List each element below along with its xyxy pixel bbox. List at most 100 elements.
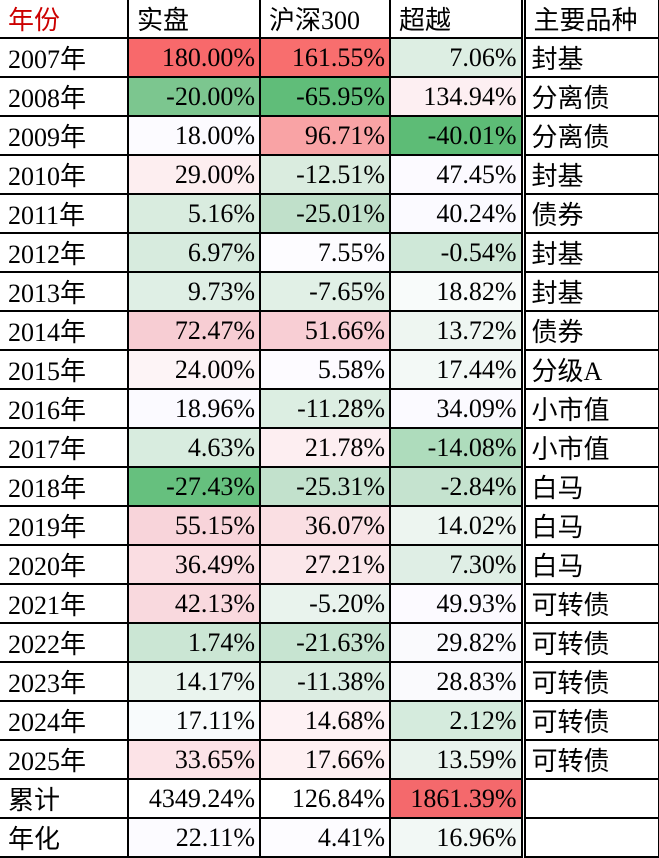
cell-variety[interactable]: 可转债 [520, 739, 659, 780]
cell-excess[interactable]: -2.84% [389, 466, 524, 507]
cell-hs300[interactable]: 7.55% [259, 232, 391, 273]
cell-variety[interactable]: 小市值 [520, 427, 659, 468]
cell-excess[interactable]: 14.02% [389, 505, 524, 546]
cell-excess[interactable]: 13.72% [389, 310, 524, 351]
cell-excess[interactable]: 1861.39% [389, 778, 524, 819]
cell-hs300[interactable]: -25.01% [259, 193, 391, 234]
cell-variety[interactable]: 可转债 [520, 622, 659, 663]
cell-year[interactable]: 2013年 [0, 271, 129, 312]
cell-excess[interactable]: 28.83% [389, 661, 524, 702]
cell-year[interactable]: 2024年 [0, 700, 129, 741]
cell-hs300[interactable]: -5.20% [259, 583, 391, 624]
cell-actual[interactable]: 29.00% [127, 154, 261, 195]
cell-variety[interactable]: 白马 [520, 505, 659, 546]
cell-year[interactable]: 2007年 [0, 37, 129, 78]
cell-actual[interactable]: 4.63% [127, 427, 261, 468]
cell-hs300[interactable]: 96.71% [259, 115, 391, 156]
cell-hs300[interactable]: -25.31% [259, 466, 391, 507]
cell-excess[interactable]: 18.82% [389, 271, 524, 312]
col-header-excess[interactable]: 超越 [389, 0, 524, 39]
cell-excess[interactable]: -0.54% [389, 232, 524, 273]
cell-actual[interactable]: 36.49% [127, 544, 261, 585]
cell-hs300[interactable]: 14.68% [259, 700, 391, 741]
cell-variety[interactable]: 分离债 [520, 115, 659, 156]
cell-excess[interactable]: 134.94% [389, 76, 524, 117]
cell-variety[interactable]: 白马 [520, 466, 659, 507]
cell-variety[interactable]: 债券 [520, 310, 659, 351]
cell-variety[interactable]: 债券 [520, 193, 659, 234]
cell-variety[interactable] [520, 778, 659, 819]
cell-actual[interactable]: 6.97% [127, 232, 261, 273]
cell-hs300[interactable]: -11.38% [259, 661, 391, 702]
cell-variety[interactable]: 小市值 [520, 388, 659, 429]
cell-year[interactable]: 2015年 [0, 349, 129, 390]
cell-hs300[interactable]: 17.66% [259, 739, 391, 780]
cell-excess[interactable]: 34.09% [389, 388, 524, 429]
cell-hs300[interactable]: 21.78% [259, 427, 391, 468]
cell-year[interactable]: 2010年 [0, 154, 129, 195]
cell-year[interactable]: 2009年 [0, 115, 129, 156]
cell-excess[interactable]: -14.08% [389, 427, 524, 468]
cell-actual[interactable]: 33.65% [127, 739, 261, 780]
cell-year[interactable]: 2020年 [0, 544, 129, 585]
cell-actual[interactable]: 1.74% [127, 622, 261, 663]
cell-year[interactable]: 2019年 [0, 505, 129, 546]
cell-variety[interactable] [520, 817, 659, 858]
cell-excess[interactable]: 13.59% [389, 739, 524, 780]
cell-hs300[interactable]: -21.63% [259, 622, 391, 663]
cell-year[interactable]: 2021年 [0, 583, 129, 624]
cell-year[interactable]: 2011年 [0, 193, 129, 234]
cell-hs300[interactable]: 51.66% [259, 310, 391, 351]
cell-actual[interactable]: 17.11% [127, 700, 261, 741]
cell-hs300[interactable]: 4.41% [259, 817, 391, 858]
cell-actual[interactable]: 9.73% [127, 271, 261, 312]
cell-hs300[interactable]: -12.51% [259, 154, 391, 195]
cell-actual[interactable]: 5.16% [127, 193, 261, 234]
cell-year[interactable]: 2008年 [0, 76, 129, 117]
cell-year[interactable]: 2025年 [0, 739, 129, 780]
cell-excess[interactable]: 17.44% [389, 349, 524, 390]
cell-actual[interactable]: 55.15% [127, 505, 261, 546]
cell-hs300[interactable]: -11.28% [259, 388, 391, 429]
cell-year[interactable]: 2016年 [0, 388, 129, 429]
cell-year[interactable]: 2014年 [0, 310, 129, 351]
cell-hs300[interactable]: -7.65% [259, 271, 391, 312]
cell-variety[interactable]: 封基 [520, 232, 659, 273]
cell-hs300[interactable]: 36.07% [259, 505, 391, 546]
cell-actual[interactable]: 14.17% [127, 661, 261, 702]
cell-actual[interactable]: 4349.24% [127, 778, 261, 819]
cell-actual[interactable]: -27.43% [127, 466, 261, 507]
cell-variety[interactable]: 可转债 [520, 661, 659, 702]
cell-excess[interactable]: -40.01% [389, 115, 524, 156]
cell-year[interactable]: 2023年 [0, 661, 129, 702]
cell-year[interactable]: 累计 [0, 778, 129, 819]
cell-variety[interactable]: 分级A [520, 349, 659, 390]
cell-year[interactable]: 2022年 [0, 622, 129, 663]
cell-actual[interactable]: 72.47% [127, 310, 261, 351]
cell-variety[interactable]: 封基 [520, 37, 659, 78]
cell-hs300[interactable]: 5.58% [259, 349, 391, 390]
cell-excess[interactable]: 7.30% [389, 544, 524, 585]
cell-excess[interactable]: 29.82% [389, 622, 524, 663]
cell-year[interactable]: 2018年 [0, 466, 129, 507]
cell-excess[interactable]: 16.96% [389, 817, 524, 858]
cell-variety[interactable]: 封基 [520, 271, 659, 312]
cell-variety[interactable]: 可转债 [520, 700, 659, 741]
cell-actual[interactable]: 180.00% [127, 37, 261, 78]
cell-excess[interactable]: 40.24% [389, 193, 524, 234]
cell-hs300[interactable]: 161.55% [259, 37, 391, 78]
cell-year[interactable]: 2017年 [0, 427, 129, 468]
cell-variety[interactable]: 可转债 [520, 583, 659, 624]
cell-hs300[interactable]: 126.84% [259, 778, 391, 819]
cell-hs300[interactable]: 27.21% [259, 544, 391, 585]
col-header-variety[interactable]: 主要品种 [520, 0, 659, 39]
cell-actual[interactable]: 22.11% [127, 817, 261, 858]
cell-actual[interactable]: 18.96% [127, 388, 261, 429]
cell-variety[interactable]: 分离债 [520, 76, 659, 117]
cell-variety[interactable]: 封基 [520, 154, 659, 195]
col-header-hs300[interactable]: 沪深300 [259, 0, 391, 39]
cell-actual[interactable]: 18.00% [127, 115, 261, 156]
cell-excess[interactable]: 2.12% [389, 700, 524, 741]
cell-actual[interactable]: 42.13% [127, 583, 261, 624]
cell-variety[interactable]: 白马 [520, 544, 659, 585]
